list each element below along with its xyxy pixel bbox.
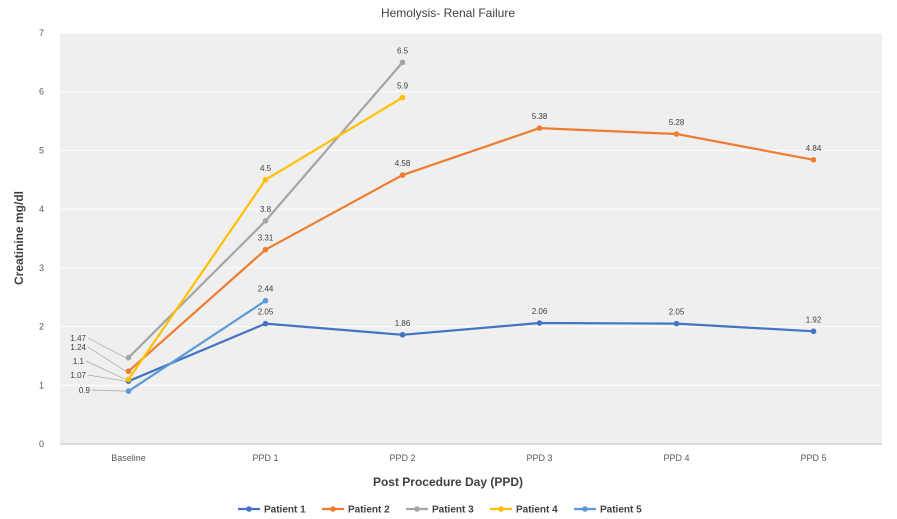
patient-5-point bbox=[262, 297, 269, 304]
y-tick-label: 7 bbox=[39, 28, 44, 38]
patient-3-point bbox=[262, 218, 269, 224]
patient-2-point bbox=[810, 157, 817, 163]
data-label: 3.8 bbox=[260, 205, 272, 214]
legend-marker-patient-5 bbox=[582, 506, 588, 512]
legend-label-patient-2: Patient 2 bbox=[348, 505, 390, 516]
legend-marker-patient-3 bbox=[414, 506, 420, 512]
data-label: 1.47 bbox=[70, 334, 86, 343]
data-label: 1.92 bbox=[806, 315, 822, 324]
data-label: 4.5 bbox=[260, 164, 272, 173]
legend-label-patient-4: Patient 4 bbox=[516, 505, 558, 516]
y-tick-label: 3 bbox=[39, 263, 44, 273]
patient-1-point bbox=[399, 331, 406, 338]
patient-3-point bbox=[399, 59, 406, 66]
series-lines bbox=[125, 59, 817, 394]
y-tick-label: 5 bbox=[39, 145, 44, 155]
leader-line bbox=[85, 360, 126, 380]
data-label: 6.5 bbox=[397, 46, 409, 55]
patient-2-point bbox=[673, 131, 680, 137]
y-tick-label: 2 bbox=[39, 322, 44, 332]
data-label: 0.9 bbox=[79, 386, 91, 395]
chart-title: Hemolysis- Renal Failure bbox=[381, 6, 515, 20]
y-tick-label: 1 bbox=[39, 380, 44, 390]
patient-4-point bbox=[399, 94, 406, 101]
patient-2-line bbox=[127, 127, 814, 373]
x-tick-label: PPD 1 bbox=[252, 453, 278, 463]
data-label: 5.38 bbox=[532, 112, 548, 121]
patient-1-point bbox=[810, 328, 817, 335]
data-label: 1.1 bbox=[73, 357, 85, 366]
patient-5-point bbox=[125, 388, 132, 394]
x-tick-label: PPD 2 bbox=[389, 453, 415, 463]
data-label: 2.44 bbox=[258, 285, 274, 294]
legend: Patient 1 Patient 2 Patient 3 Patient 4 Pati… bbox=[238, 505, 642, 516]
x-axis-ticks: Baseline PPD 1 PPD 2 PPD 3 PPD 4 PPD 5 bbox=[111, 453, 826, 463]
data-label: 4.84 bbox=[806, 144, 822, 153]
legend-marker-patient-2 bbox=[330, 506, 336, 512]
patient-3-point bbox=[125, 354, 132, 361]
data-label: 1.24 bbox=[70, 343, 86, 352]
leader-line bbox=[87, 337, 126, 358]
leader-lines bbox=[85, 337, 126, 392]
legend-marker-patient-1 bbox=[246, 506, 252, 512]
patient-4-point bbox=[125, 376, 132, 383]
patient-4-point bbox=[262, 176, 269, 183]
data-label: 1.86 bbox=[395, 319, 411, 328]
patient-2-point bbox=[262, 246, 269, 253]
patient-2-point bbox=[399, 172, 406, 178]
data-label: 2.05 bbox=[669, 308, 685, 317]
data-label: 1.07 bbox=[70, 371, 86, 380]
data-label: 2.05 bbox=[258, 308, 274, 317]
y-axis-ticks: 0 1 2 3 4 5 6 7 bbox=[39, 28, 44, 449]
leader-line bbox=[91, 389, 126, 392]
patient-1-line bbox=[128, 321, 814, 383]
y-axis-title: Creatinine mg/dl bbox=[12, 191, 26, 285]
plot-area bbox=[60, 33, 882, 444]
x-tick-label: Baseline bbox=[111, 453, 146, 463]
leader-line bbox=[87, 374, 126, 382]
data-label: 3.31 bbox=[258, 234, 274, 243]
data-labels: 1.07 2.05 1.86 2.06 2.05 1.92 1.24 3.31 4.58 5.38… bbox=[70, 46, 821, 395]
x-tick-label: PPD 4 bbox=[663, 453, 689, 463]
legend-marker-patient-4 bbox=[498, 506, 504, 512]
y-tick-label: 6 bbox=[39, 87, 44, 97]
legend-label-patient-3: Patient 3 bbox=[432, 505, 474, 516]
legend-label-patient-5: Patient 5 bbox=[600, 505, 642, 516]
x-axis-title: Post Procedure Day (PPD) bbox=[373, 475, 523, 489]
x-tick-label: PPD 3 bbox=[526, 453, 552, 463]
patient-1-point bbox=[673, 320, 680, 327]
y-tick-label: 4 bbox=[39, 204, 44, 214]
data-label: 2.06 bbox=[532, 307, 548, 316]
legend-label-patient-1: Patient 1 bbox=[264, 505, 306, 516]
data-label: 5.28 bbox=[669, 118, 685, 127]
data-label: 5.9 bbox=[397, 82, 409, 91]
data-label: 4.58 bbox=[395, 159, 411, 168]
gridlines bbox=[60, 32, 882, 445]
patient-1-point bbox=[262, 320, 269, 327]
patient-5-line bbox=[127, 299, 267, 393]
leader-line bbox=[87, 346, 126, 372]
patient-2-point bbox=[536, 125, 543, 131]
patient-1-point bbox=[536, 320, 543, 326]
y-tick-label: 0 bbox=[39, 439, 44, 449]
patient-2-point bbox=[125, 368, 132, 374]
x-tick-label: PPD 5 bbox=[800, 453, 826, 463]
